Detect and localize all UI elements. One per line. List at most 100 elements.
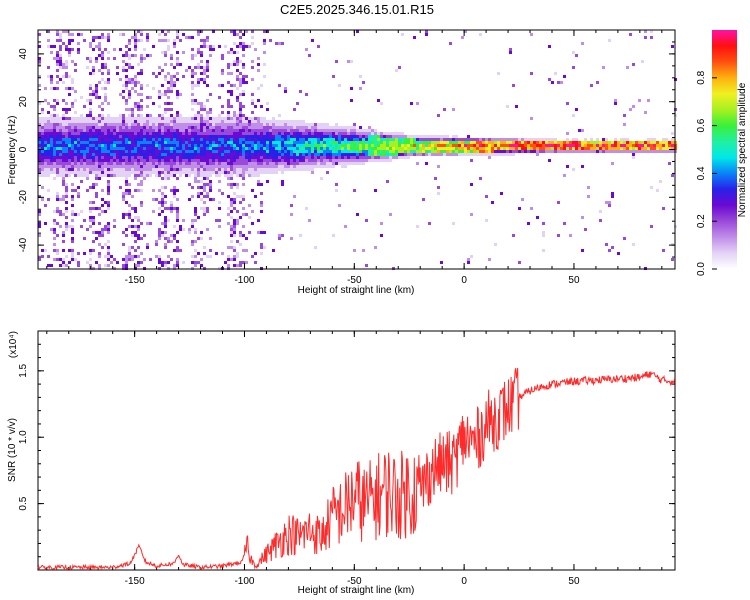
spectrogram-cell [314, 246, 317, 249]
spectrogram-cell [56, 192, 59, 195]
spectrogram-cell [509, 147, 512, 150]
spectrogram-cell [41, 147, 44, 150]
spectrogram-cell [122, 141, 125, 144]
spectrogram-cell [623, 237, 626, 240]
spectrogram-cell [299, 165, 302, 168]
spectrogram-cell [119, 135, 122, 138]
spectrogram-cell [248, 123, 251, 126]
spectrogram-cell [188, 228, 191, 231]
spectrogram-cell [143, 150, 146, 153]
spectrogram-cell [122, 66, 125, 69]
spectrogram-cell [206, 192, 209, 195]
spectrogram-cell [119, 150, 122, 153]
spectrogram-cell [107, 240, 110, 243]
spectrogram-cell [194, 138, 197, 141]
spectrogram-cell [491, 138, 494, 141]
spectrogram-cell [359, 147, 362, 150]
spectrogram-cell [158, 66, 161, 69]
spectrogram-cell [203, 108, 206, 111]
spectrogram-cell [572, 114, 575, 117]
spectrogram-cell [266, 159, 269, 162]
spectrogram-cell [74, 141, 77, 144]
spectrogram-cell [227, 183, 230, 186]
spectrogram-cell [494, 141, 497, 144]
spectrogram-cell [173, 225, 176, 228]
spectrogram-cell [248, 117, 251, 120]
spectrogram-cell [404, 144, 407, 147]
spectrogram-cell [221, 105, 224, 108]
spectrogram-cell [548, 150, 551, 153]
spectrogram-cell [407, 156, 410, 159]
spectrogram-cell [146, 174, 149, 177]
spectrogram-cell [581, 129, 584, 132]
spectrogram-cell [242, 207, 245, 210]
spectrogram-cell [599, 210, 602, 213]
spectrogram-cell [197, 174, 200, 177]
spectrogram-cell [299, 168, 302, 171]
spectrogram-cell [485, 144, 488, 147]
spectrogram-cell [257, 141, 260, 144]
spectrogram-cell [344, 135, 347, 138]
spectrogram-cell [269, 171, 272, 174]
spectrogram-cell [209, 45, 212, 48]
spectrogram-cell [413, 147, 416, 150]
spectrogram-cell [53, 108, 56, 111]
spectrogram-cell [227, 81, 230, 84]
spectrogram-cell [200, 153, 203, 156]
spectrogram-cell [368, 129, 371, 132]
spectrogram-cell [233, 120, 236, 123]
spectrogram-cell [53, 57, 56, 60]
spectrogram-cell [167, 117, 170, 120]
spectrogram-cell [419, 141, 422, 144]
spectrogram-cell [197, 138, 200, 141]
spectrogram-cell [89, 225, 92, 228]
spectrogram-cell [230, 120, 233, 123]
spectrogram-cell [173, 84, 176, 87]
spectrogram-cell [92, 132, 95, 135]
spectrogram-cell [302, 135, 305, 138]
spectrogram-cell [488, 141, 491, 144]
spectrogram-cell [125, 153, 128, 156]
spectrogram-cell [125, 180, 128, 183]
spectrogram-cell [299, 132, 302, 135]
spectrogram-cell [152, 126, 155, 129]
spectrogram-cell [197, 144, 200, 147]
spectrogram-cell [134, 171, 137, 174]
spectrogram-cell [335, 129, 338, 132]
spectrogram-cell [611, 192, 614, 195]
spectrogram-cell [266, 132, 269, 135]
spectrogram-cell [608, 249, 611, 252]
spectrogram-cell [227, 174, 230, 177]
spectrogram-cell [242, 129, 245, 132]
spectrogram-cell [455, 141, 458, 144]
spectrogram-cell [230, 63, 233, 66]
spectrogram-cell [257, 150, 260, 153]
spectrogram-cell [188, 156, 191, 159]
spectrogram-cell [77, 138, 80, 141]
spectrogram-cell [347, 156, 350, 159]
spectrogram-cell [485, 153, 488, 156]
spectrogram-cell [362, 153, 365, 156]
spectrogram-cell [242, 195, 245, 198]
spectrogram-cell [71, 240, 74, 243]
spectrogram-cell [170, 156, 173, 159]
spectrogram-cell [65, 171, 68, 174]
spectrogram-cell [236, 219, 239, 222]
spectrogram-cell [74, 126, 77, 129]
spectrogram-cell [95, 57, 98, 60]
spectrogram-cell [89, 93, 92, 96]
spectrogram-cell [335, 60, 338, 63]
spectrogram-cell [206, 75, 209, 78]
spectrogram-cell [242, 159, 245, 162]
spectrogram-cell [476, 150, 479, 153]
spectrogram-cell [350, 132, 353, 135]
spectrogram-cell [83, 159, 86, 162]
spectrogram-cell [488, 258, 491, 261]
spectrogram-cell [593, 150, 596, 153]
spectrogram-cell [461, 138, 464, 141]
spectrogram-cell [305, 135, 308, 138]
spectrogram-cell [275, 171, 278, 174]
spectrogram-cell [176, 240, 179, 243]
spectrogram-cell [557, 147, 560, 150]
spectrogram-cell [71, 39, 74, 42]
